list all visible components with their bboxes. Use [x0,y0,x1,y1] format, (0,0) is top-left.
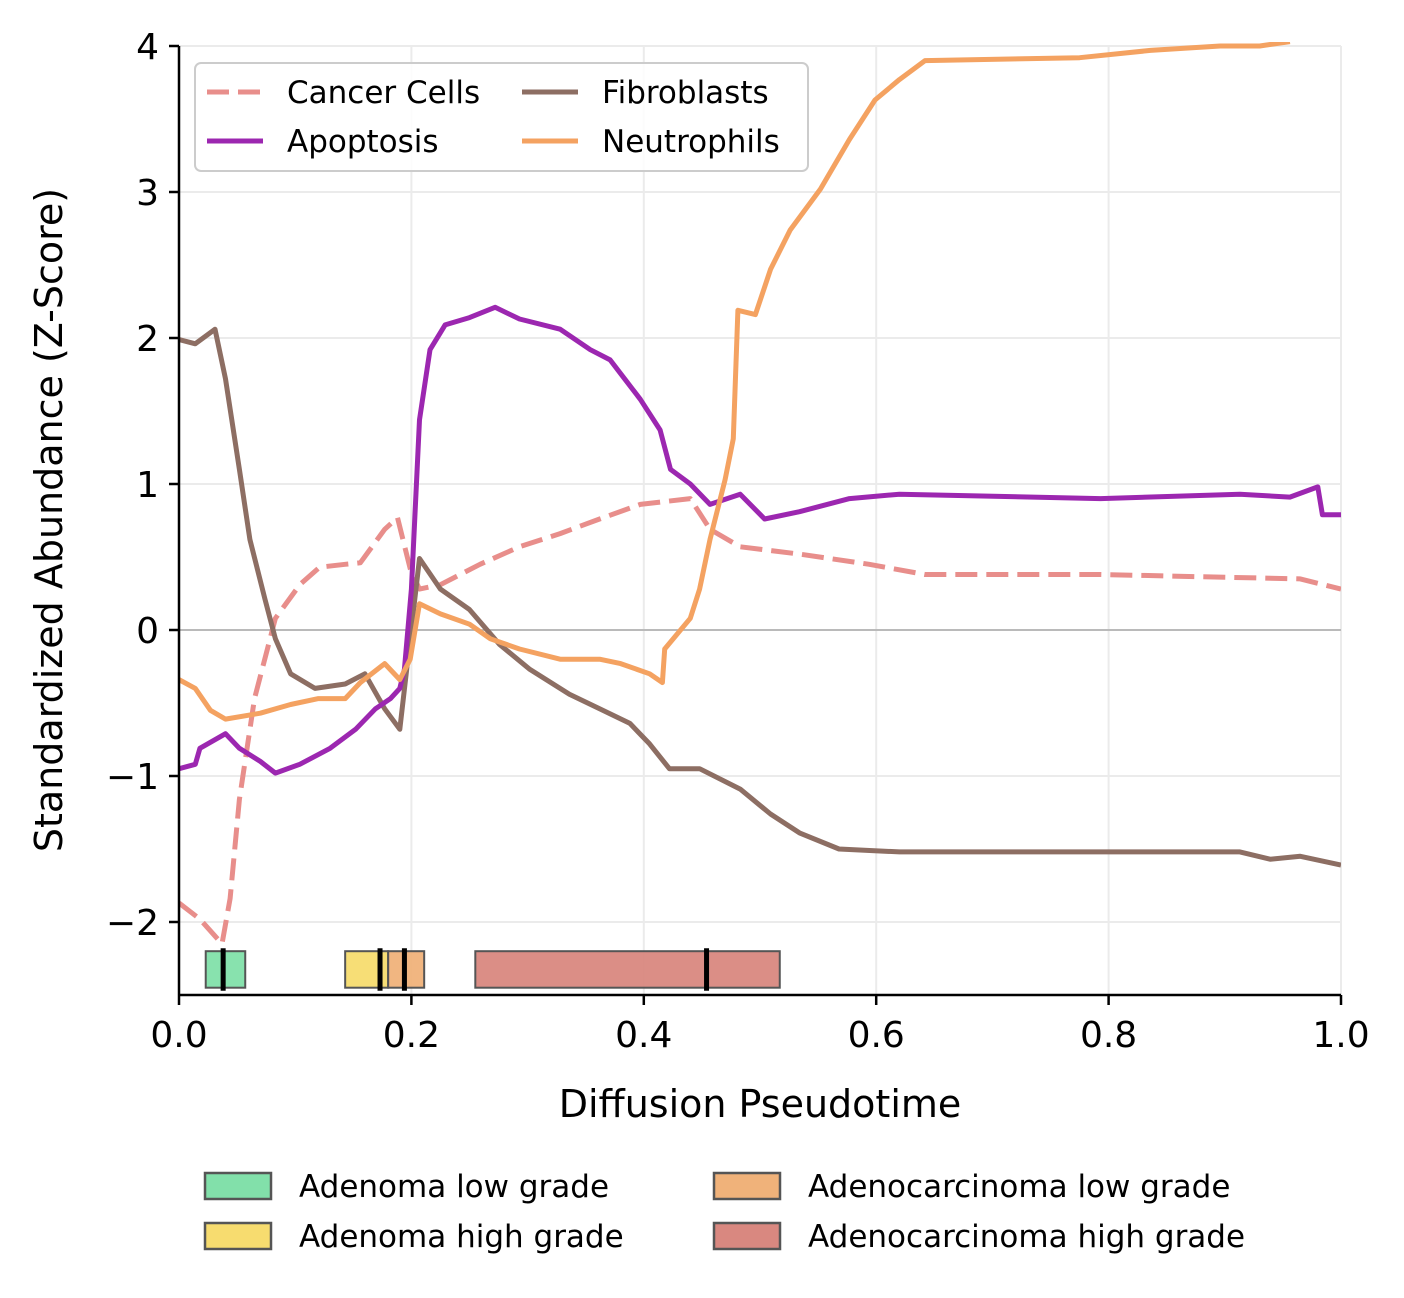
y-tick-label: 4 [136,27,159,68]
series-lines [179,42,1341,947]
x-tick-label: 0.2 [383,1015,440,1056]
series-line-fibroblasts [179,326,1341,868]
series-line-neutrophils [179,42,1291,722]
series-line-cancer-cells [179,496,1341,947]
stage-boxes [204,948,781,991]
stage-legend-label: Adenocarcinoma high grade [808,1219,1245,1255]
stage-legend-label: Adenoma high grade [299,1219,624,1255]
y-tick-label: −1 [106,757,159,798]
stage-legend-swatch [203,1171,273,1201]
series-legend: Cancer Cells Apoptosis Fibroblasts Neutroph… [194,62,809,172]
x-axis-label: Diffusion Pseudotime [559,1082,962,1126]
stage-legend-swatch [712,1221,782,1251]
y-tick-label: 2 [136,319,159,360]
y-tick-label: 3 [136,173,159,214]
x-tick-label: 0.6 [848,1015,905,1056]
legend-frame [194,62,809,172]
x-tick-label: 1.0 [1312,1015,1369,1056]
legend-label: Cancer Cells [287,75,480,111]
x-tick-label: 0.0 [150,1015,207,1056]
axes: 0.0 0.2 0.4 0.6 0.8 1.0 −2 −1 0 1 2 3 4 [106,27,1370,1056]
x-tick-label: 0.4 [615,1015,672,1056]
stage-legend-label: Adenocarcinoma low grade [808,1169,1230,1205]
stage-legend-swatch [203,1221,273,1251]
legend-label: Neutrophils [602,124,780,160]
series-line-apoptosis [179,304,1341,776]
legend-label: Fibroblasts [602,75,769,111]
grid [178,45,1342,995]
stage-box [474,950,781,989]
legend-label: Apoptosis [287,124,439,160]
y-tick-label: 1 [136,465,159,506]
stage-legend-label: Adenoma low grade [299,1169,609,1205]
stage-legend-swatch [712,1171,782,1201]
stage-legend: Adenoma low grade Adenoma high grade Adeno… [203,1169,1245,1255]
y-tick-label: −2 [106,903,159,944]
y-tick-label: 0 [136,611,159,652]
y-axis-label: Standardized Abundance (Z-Score) [27,188,71,852]
x-tick-label: 0.8 [1080,1015,1137,1056]
